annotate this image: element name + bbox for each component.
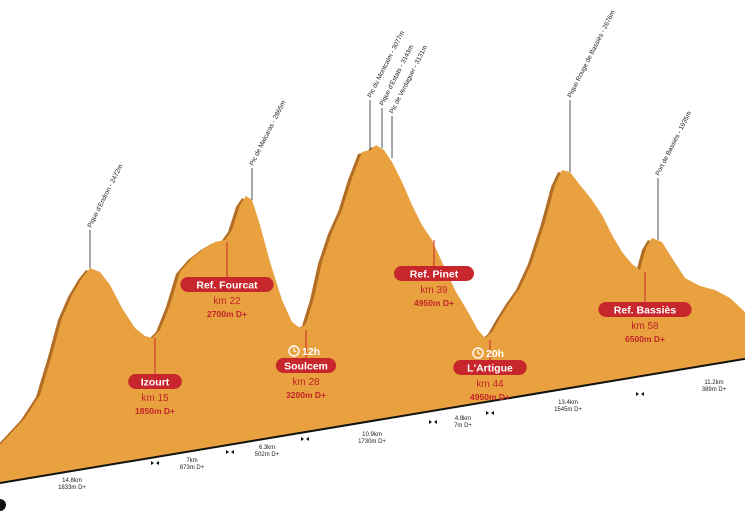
checkpoint-marker-icon bbox=[226, 450, 234, 454]
peak-label: Pique d'Endron - 2472m bbox=[87, 163, 125, 228]
segment-distance: 13.4km bbox=[558, 400, 578, 406]
checkpoint-badge bbox=[180, 277, 274, 292]
checkpoint-name: Soulcem bbox=[284, 361, 328, 373]
segment-elevation-gain: 873m D+ bbox=[180, 465, 205, 471]
checkpoint-elevation-gain: 6500m D+ bbox=[625, 334, 665, 344]
checkpoint: Ref. Bassiès km 58 6500m D+ bbox=[598, 272, 692, 344]
checkpoint-elevation-gain: 3200m D+ bbox=[286, 390, 326, 400]
checkpoint-badge bbox=[453, 360, 527, 375]
checkpoint-km: km 28 bbox=[292, 377, 320, 388]
segment-elevation-gain: 1545m D+ bbox=[554, 407, 582, 413]
checkpoints: Izourt km 15 1850m D+ Ref. Fourcat km 22 2700… bbox=[128, 240, 692, 416]
peak-label: Pic de Malcaras - 2865m bbox=[249, 100, 288, 167]
checkpoint: Ref. Fourcat km 22 2700m D+ bbox=[180, 242, 274, 319]
timer-icon-hand bbox=[477, 350, 481, 355]
segment-distance: 10.9km bbox=[362, 432, 382, 438]
checkpoint-marker-icon bbox=[151, 461, 159, 465]
segment-elevation-gain: 389m D+ bbox=[702, 387, 727, 393]
segment-distance: 14.8km bbox=[62, 478, 82, 484]
checkpoint-marker-icon bbox=[429, 420, 437, 424]
checkpoint-km: km 44 bbox=[476, 379, 504, 390]
checkpoint-cutoff-time: 12h bbox=[302, 346, 320, 358]
checkpoint-badge bbox=[394, 266, 474, 281]
checkpoint-name: Izourt bbox=[141, 377, 170, 389]
segment-elevation-gain: 502m D+ bbox=[255, 452, 280, 458]
checkpoint-badge bbox=[598, 302, 692, 317]
peak-label: Port de Bassiès - 1935m bbox=[655, 110, 694, 177]
segment-distance: 11.2km bbox=[704, 380, 723, 386]
checkpoint-marker-icon bbox=[636, 392, 644, 396]
segment-distance: 7km bbox=[186, 458, 197, 464]
checkpoint-marker-icon bbox=[301, 437, 309, 441]
checkpoint-elevation-gain: 1850m D+ bbox=[135, 406, 175, 416]
timer-icon bbox=[288, 345, 300, 357]
checkpoint-km: km 58 bbox=[631, 321, 659, 332]
checkpoint-name: Ref. Pinet bbox=[410, 269, 459, 281]
checkpoint-marker-icon bbox=[486, 411, 494, 415]
checkpoint-name: L'Artigue bbox=[467, 363, 513, 375]
checkpoint-cutoff-time: 20h bbox=[486, 348, 504, 360]
peak-label: Pique Rouge de Bassiès - 2676m bbox=[567, 9, 617, 98]
checkpoint-elevation-gain: 4950m D+ bbox=[414, 298, 454, 308]
checkpoint-badge bbox=[275, 358, 337, 373]
baseline bbox=[0, 357, 745, 484]
checkpoint-badge bbox=[128, 374, 182, 389]
profile-area bbox=[0, 145, 745, 483]
checkpoint-km: km 15 bbox=[141, 393, 169, 404]
checkpoint-elevation-gain: 4950m D+ bbox=[470, 392, 510, 402]
segment-elevation-gain: 1730m D+ bbox=[358, 439, 386, 445]
segment-elevation-gain: 1833m D+ bbox=[58, 485, 86, 491]
checkpoint-km: km 22 bbox=[213, 296, 241, 307]
checkpoint: Soulcem km 28 3200m D+ 12h bbox=[275, 330, 337, 400]
checkpoint-km: km 39 bbox=[420, 285, 448, 296]
timer-icon-hand bbox=[293, 348, 297, 353]
segment-elevation-gain: 7m D+ bbox=[454, 423, 472, 429]
checkpoint: Izourt km 15 1850m D+ bbox=[128, 338, 182, 416]
checkpoint: Ref. Pinet km 39 4950m D+ bbox=[394, 240, 474, 308]
checkpoint-name: Ref. Fourcat bbox=[196, 280, 258, 292]
segment-distance: 4.8km bbox=[455, 416, 471, 422]
timer-icon bbox=[472, 347, 484, 359]
segment-distance: 6.3km bbox=[259, 445, 275, 451]
corner-mark bbox=[0, 499, 6, 511]
checkpoint-elevation-gain: 2700m D+ bbox=[207, 309, 247, 319]
checkpoint: L'Artigue km 44 4950m D+ 20h bbox=[453, 340, 527, 402]
checkpoint-name: Ref. Bassiès bbox=[614, 305, 677, 317]
